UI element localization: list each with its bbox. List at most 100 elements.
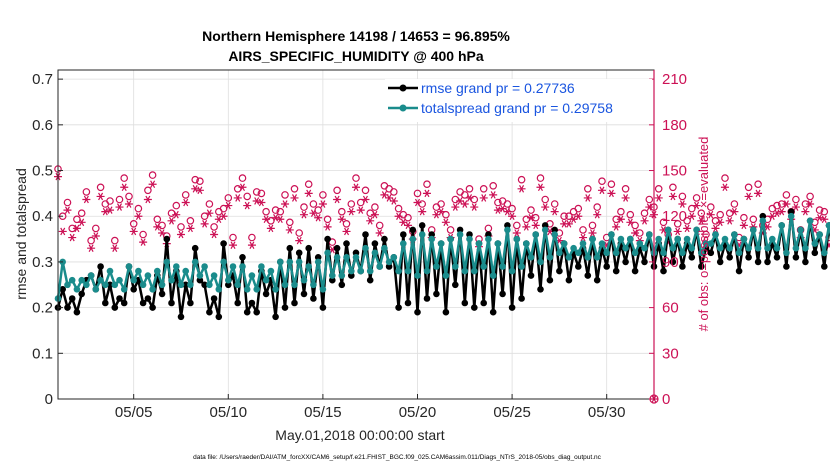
data-point	[806, 217, 814, 225]
data-point	[324, 249, 331, 257]
obs-evaluated-point	[281, 200, 290, 208]
data-point	[433, 263, 440, 270]
obs-evaluated-point	[654, 194, 663, 202]
obs-evaluated-point	[91, 232, 100, 240]
obs-evaluated-markers	[54, 172, 830, 254]
data-point	[735, 249, 743, 257]
data-point	[87, 272, 95, 279]
data-point	[68, 276, 76, 284]
data-point	[267, 267, 275, 275]
obs-possible-point	[125, 192, 133, 201]
obs-evaluated-point	[815, 213, 824, 222]
x-tick-label: 05/25	[493, 404, 531, 421]
obs-possible-point	[323, 215, 332, 224]
data-point	[461, 267, 469, 275]
data-point	[584, 272, 592, 279]
data-point	[196, 272, 204, 279]
obs-evaluated-point	[616, 215, 625, 224]
data-point	[92, 286, 100, 293]
obs-evaluated-point	[167, 217, 176, 225]
data-point	[716, 244, 724, 252]
obs-possible-point	[347, 200, 356, 208]
obs-evaluated-point	[404, 221, 413, 230]
obs-evaluated-point	[640, 217, 649, 225]
obs-evaluated-point	[295, 236, 304, 245]
data-point	[584, 253, 592, 261]
obs-evaluated-point	[470, 203, 479, 211]
obs-evaluated-point	[285, 226, 294, 234]
obs-possible-point	[437, 200, 445, 208]
obs-possible-point	[371, 203, 379, 211]
data-point	[811, 249, 819, 257]
obs-evaluated-point	[229, 241, 238, 249]
data-point	[220, 258, 227, 266]
right-y-tick-label: 90	[662, 254, 679, 271]
obs-possible-point	[744, 183, 753, 192]
obs-possible-point	[96, 183, 105, 192]
data-point	[225, 281, 232, 289]
obs-evaluated-point	[82, 195, 91, 204]
obs-evaluated-point	[120, 183, 129, 192]
data-point	[295, 249, 303, 257]
obs-possible-point	[271, 206, 280, 214]
data-point	[702, 240, 710, 247]
data-point	[201, 281, 208, 289]
obs-evaluated-point	[233, 194, 242, 202]
data-point	[641, 244, 648, 252]
obs-possible-point	[389, 188, 398, 196]
data-point	[679, 249, 686, 257]
obs-possible-point	[229, 233, 237, 242]
data-point	[371, 240, 379, 247]
data-point	[395, 304, 402, 311]
data-point	[773, 244, 781, 252]
right-y-tick-label: 150	[662, 163, 687, 180]
obs-evaluated-point	[361, 195, 370, 204]
data-point	[248, 272, 256, 279]
data-point	[149, 304, 156, 311]
obs-evaluated-point	[413, 198, 422, 207]
data-point	[158, 290, 166, 298]
obs-possible-point	[375, 221, 384, 230]
obs-possible-point	[352, 174, 360, 182]
data-point	[116, 276, 123, 284]
obs-evaluated-point	[711, 224, 720, 233]
obs-evaluated-point	[110, 244, 119, 252]
obs-possible-point	[394, 204, 403, 213]
obs-evaluated-point	[181, 198, 190, 207]
obs-evaluated-point	[687, 212, 696, 221]
data-point	[546, 276, 554, 284]
obs-possible-point	[820, 207, 829, 216]
data-point	[286, 258, 294, 266]
obs-possible-point	[181, 191, 190, 199]
obs-evaluated-point	[58, 227, 67, 236]
data-point	[816, 231, 823, 238]
data-point	[527, 272, 535, 279]
data-point	[348, 267, 355, 275]
obs-possible-point	[754, 180, 762, 189]
obs-evaluated-point	[134, 212, 143, 221]
data-point	[343, 253, 350, 261]
obs-possible-point	[536, 174, 545, 182]
obs-possible-point	[248, 233, 256, 242]
right-y-tick-label: 60	[662, 300, 679, 317]
obs-evaluated-point	[106, 206, 115, 214]
data-point	[400, 240, 407, 247]
obs-possible-point	[541, 195, 550, 204]
obs-possible-point	[517, 175, 526, 184]
data-point	[773, 253, 781, 261]
legend-box	[385, 79, 652, 122]
obs-evaluated-point	[394, 212, 403, 221]
data-point	[333, 244, 341, 252]
legend-rmse-label: rmse grand pr = 0.27736	[421, 80, 575, 96]
data-point	[234, 299, 241, 307]
data-point	[551, 226, 558, 234]
obs-evaluated-point	[678, 200, 687, 208]
obs-possible-point	[82, 188, 91, 196]
obs-evaluated-point	[550, 207, 559, 216]
obs-possible-point	[153, 215, 162, 224]
data-point	[111, 281, 119, 289]
obs-possible-point	[621, 185, 630, 193]
obs-evaluated-point	[479, 194, 488, 202]
data-point	[669, 244, 677, 252]
data-point	[300, 276, 308, 284]
